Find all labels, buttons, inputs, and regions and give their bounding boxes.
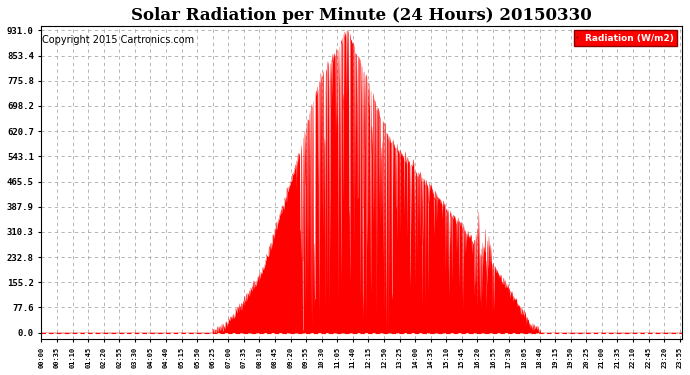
Legend: Radiation (W/m2): Radiation (W/m2)	[573, 30, 677, 46]
Text: Copyright 2015 Cartronics.com: Copyright 2015 Cartronics.com	[42, 35, 194, 45]
Title: Solar Radiation per Minute (24 Hours) 20150330: Solar Radiation per Minute (24 Hours) 20…	[131, 7, 592, 24]
